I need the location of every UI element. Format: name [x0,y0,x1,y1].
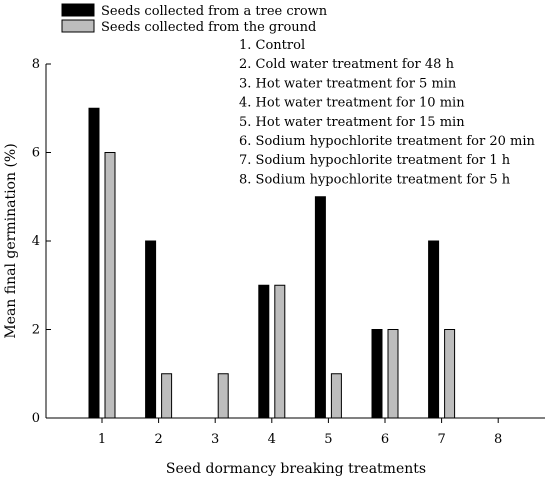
treatment-note: 5. Hot water treatment for 15 min [239,115,465,130]
x-tick-label: 6 [381,432,389,447]
legend-label: Seeds collected from a tree crown [101,4,328,19]
y-tick-label: 0 [32,411,40,426]
y-axis-title: Mean final germination (%) [3,143,19,338]
treatment-note: 7. Sodium hypochlorite treatment for 1 h [239,153,511,168]
treatment-note: 1. Control [239,38,305,53]
x-tick-label: 4 [268,432,276,447]
x-axis-title: Seed dormancy breaking treatments [166,461,426,477]
x-tick-label: 8 [494,432,502,447]
bar-series-2-cat-7 [444,329,456,419]
treatment-note: 8. Sodium hypochlorite treatment for 5 h [239,172,511,187]
bar-series-2-cat-2 [161,373,173,419]
y-tick-label: 2 [32,323,40,338]
x-tick-label: 7 [437,432,445,447]
bar-series-2-cat-6 [387,329,399,419]
y-tick-label: 8 [32,57,40,72]
bar-series-1-cat-1 [88,107,100,419]
bar-series-2-cat-3 [217,373,229,419]
x-tick-label: 3 [211,432,219,447]
bar-series-1-cat-5 [314,196,326,419]
treatment-note: 6. Sodium hypochlorite treatment for 20 … [239,134,536,149]
y-tick-label: 4 [32,234,40,249]
legend-swatch [61,19,95,33]
bar-series-2-cat-4 [274,284,286,419]
y-ticks: 0 2 4 6 8 [32,57,51,426]
bars [88,107,456,419]
bar-series-1-cat-2 [145,240,157,419]
bar-series-1-cat-7 [428,240,440,419]
x-tick-label: 5 [324,432,332,447]
x-tick-label: 2 [154,432,162,447]
legend-label: Seeds collected from the ground [101,20,316,35]
x-tick-label: 1 [98,432,106,447]
treatment-note: 2. Cold water treatment for 48 h [239,57,455,72]
x-ticks: 1 2 3 4 5 6 7 8 [98,418,502,447]
treatment-notes: 1. Control 2. Cold water treatment for 48… [239,38,536,187]
bar-series-2-cat-5 [330,373,342,419]
treatment-note: 4. Hot water treatment for 10 min [239,96,465,111]
bar-series-1-cat-6 [371,329,383,419]
legend-swatch [61,3,95,17]
treatment-note: 3. Hot water treatment for 5 min [239,76,457,91]
y-tick-label: 6 [32,146,40,161]
bar-series-1-cat-4 [258,284,270,419]
bar-series-2-cat-1 [104,152,116,419]
